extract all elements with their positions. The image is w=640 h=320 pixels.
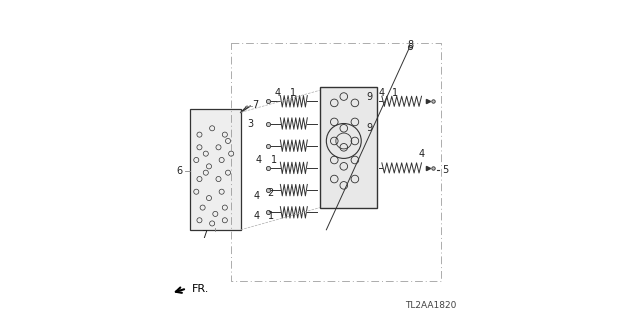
- Bar: [320, 87, 377, 208]
- Text: 5: 5: [442, 165, 449, 175]
- Text: FR.: FR.: [191, 284, 209, 294]
- Text: 6: 6: [176, 166, 182, 176]
- Text: 4: 4: [253, 191, 260, 202]
- Text: 9: 9: [366, 92, 372, 101]
- Text: 9: 9: [366, 123, 372, 133]
- Text: 8: 8: [407, 40, 413, 50]
- Text: 4: 4: [379, 88, 385, 98]
- Text: 2: 2: [268, 188, 274, 198]
- Text: TL2AA1820: TL2AA1820: [405, 301, 456, 310]
- Text: 1: 1: [392, 88, 397, 98]
- Text: 3: 3: [247, 118, 253, 129]
- Text: 4: 4: [253, 211, 260, 220]
- Text: 1: 1: [271, 155, 277, 165]
- Text: 1: 1: [290, 88, 296, 98]
- Text: 4: 4: [255, 155, 261, 165]
- Text: 7: 7: [201, 229, 207, 240]
- Text: 4: 4: [419, 149, 424, 159]
- Text: 4: 4: [274, 88, 280, 98]
- Text: 7: 7: [252, 100, 258, 110]
- Text: 1: 1: [268, 211, 274, 220]
- Bar: [190, 109, 241, 230]
